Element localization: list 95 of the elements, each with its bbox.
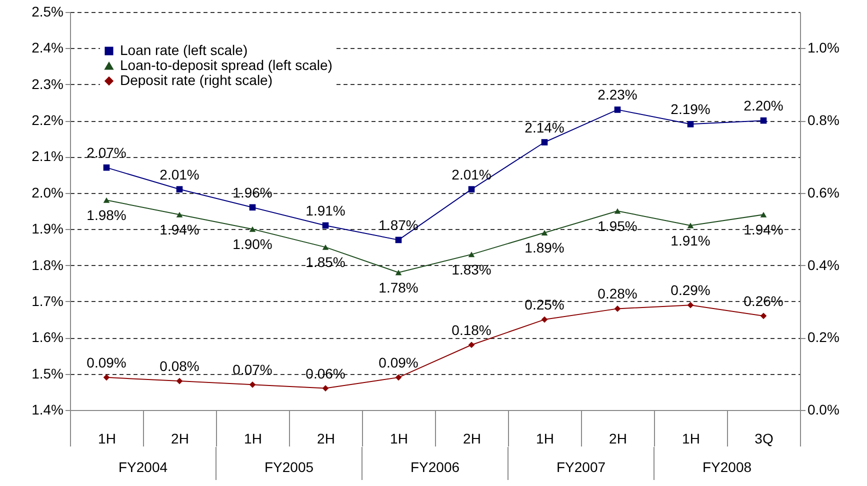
point: [249, 204, 256, 211]
point: [541, 230, 548, 236]
y-tick-label: 2.1%: [32, 148, 64, 164]
y-tick-label: 1.5%: [32, 365, 64, 382]
legend-label: Loan-to-deposit spread (left scale): [120, 57, 332, 73]
point: [103, 374, 110, 381]
y-tick-label: 2.4%: [32, 40, 64, 56]
data-label: 2.14%: [524, 119, 564, 136]
y2-tick-label: 0.0%: [808, 402, 840, 418]
data-label: 0.09%: [86, 354, 126, 370]
point: [687, 302, 694, 308]
data-label: 2.01%: [452, 166, 492, 182]
point: [176, 186, 183, 192]
x-tick-label: 2H: [317, 430, 335, 446]
y2-tick-label: 0.8%: [808, 112, 840, 128]
y2-tick-label: 0.4%: [808, 256, 840, 273]
y2-tick-label: 0.2%: [808, 329, 840, 346]
data-label: 0.09%: [378, 354, 418, 370]
data-label: 1.87%: [378, 216, 418, 233]
text: FY2004: [118, 459, 168, 475]
y-tick-label: 1.6%: [32, 329, 64, 346]
data-label: 0.06%: [306, 365, 346, 382]
y-tick-label: 2.3%: [32, 76, 64, 92]
point: [103, 164, 110, 171]
y-tick-label: 2.0%: [32, 184, 64, 200]
data-label: 1.98%: [86, 207, 126, 224]
point: [614, 208, 621, 214]
point: [103, 197, 110, 203]
point: [249, 382, 256, 388]
data-label: 2.19%: [670, 101, 710, 118]
y2-tick-label: 0.6%: [808, 184, 840, 200]
data-label: 1.91%: [306, 202, 346, 218]
text: FY2006: [410, 459, 460, 475]
data-label: 0.26%: [744, 292, 784, 309]
point: [176, 212, 183, 218]
point: [760, 312, 767, 320]
x-tick-label: 1H: [682, 430, 700, 446]
data-label: 2.01%: [160, 166, 200, 182]
data-label: 0.07%: [232, 362, 272, 378]
y-tick-label: 1.7%: [32, 292, 64, 309]
point: [687, 222, 694, 228]
data-label: 1.96%: [232, 184, 272, 200]
point: [395, 270, 402, 276]
data-label: 1.89%: [524, 240, 564, 256]
data-label: 0.08%: [160, 358, 200, 374]
data-label: 0.18%: [452, 322, 492, 338]
point: [322, 244, 329, 250]
data-label: 1.83%: [452, 261, 492, 278]
point: [468, 252, 475, 258]
point: [614, 106, 621, 113]
point: [322, 385, 329, 392]
point: [322, 222, 329, 229]
x-tick-label: 1H: [98, 430, 116, 446]
data-label: 2.20%: [744, 98, 784, 114]
x-tick-label: 2H: [463, 430, 481, 446]
x-tick-label: 1H: [536, 430, 554, 446]
data-label: 1.90%: [232, 236, 272, 252]
text: FY2007: [556, 459, 606, 475]
point: [541, 139, 548, 146]
legend-label: Deposit rate (right scale): [120, 72, 273, 88]
point: [176, 378, 183, 384]
y-tick-label: 2.2%: [32, 112, 64, 128]
x-tick-label: 1H: [390, 430, 408, 446]
point: [468, 342, 475, 348]
data-label: 1.94%: [160, 222, 200, 238]
point: [468, 186, 475, 192]
y2-tick-label: 1.0%: [808, 40, 840, 56]
text: FY2005: [264, 459, 314, 475]
point: [760, 212, 767, 218]
point: [687, 121, 694, 128]
point: [541, 316, 548, 323]
point: [760, 117, 767, 124]
text: FY2008: [702, 459, 752, 475]
x-tick-label: 2H: [171, 430, 189, 446]
data-label: 2.23%: [598, 86, 638, 103]
data-label: 1.94%: [744, 222, 784, 238]
data-label: 1.95%: [598, 218, 638, 234]
y-tick-label: 1.9%: [32, 220, 64, 237]
data-label: 2.07%: [86, 144, 126, 161]
y-tick-label: 1.8%: [32, 256, 64, 273]
data-label: 0.28%: [598, 286, 638, 302]
y-tick-label: 2.5%: [32, 4, 64, 20]
point: [395, 236, 402, 244]
x-tick-label: 3Q: [754, 430, 774, 446]
data-label: 1.78%: [378, 280, 418, 296]
point: [395, 374, 402, 381]
data-label: 1.91%: [670, 232, 710, 248]
y-tick-label: 1.4%: [32, 402, 64, 418]
x-tick-label: 1H: [244, 430, 262, 446]
legend-label: Loan rate (left scale): [120, 42, 248, 58]
data-label: 1.85%: [306, 254, 346, 270]
point: [614, 306, 621, 312]
data-label: 0.29%: [670, 282, 710, 298]
x-tick-label: 2H: [609, 430, 627, 446]
point: [249, 226, 256, 232]
